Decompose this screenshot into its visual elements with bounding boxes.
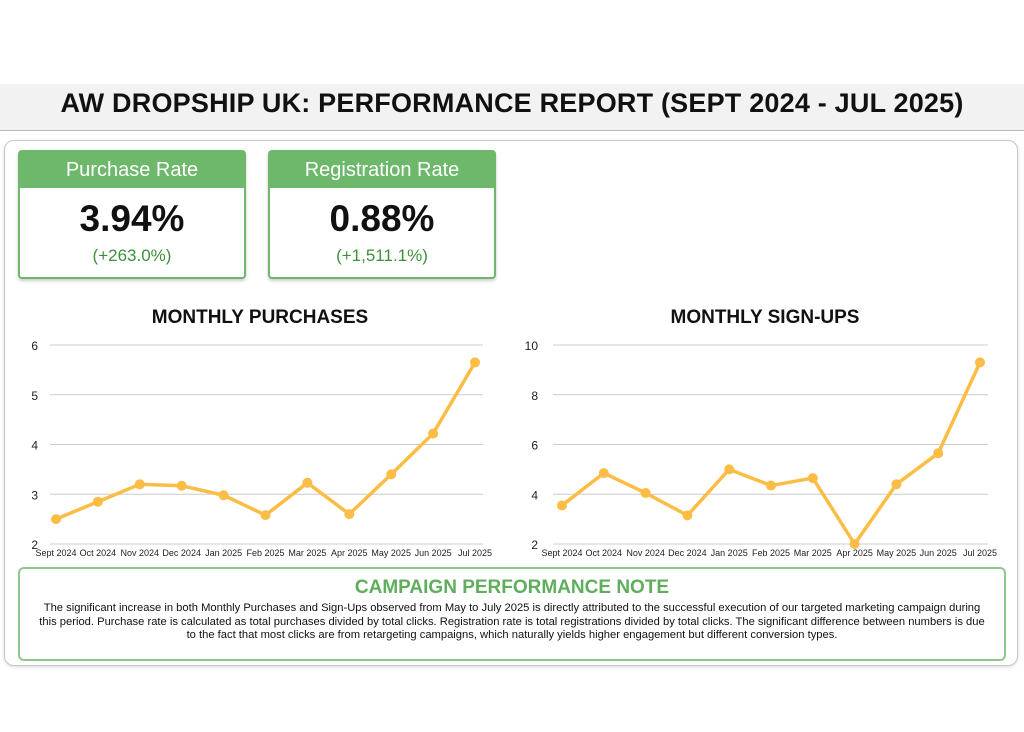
data-point: [975, 357, 985, 368]
x-tick-label: Jul 2025: [458, 548, 492, 558]
data-point: [640, 488, 651, 499]
y-tick-label: 2: [31, 538, 38, 552]
page-title: AW DROPSHIP UK: PERFORMANCE REPORT (SEPT…: [60, 88, 964, 118]
note-body: The significant increase in both Monthly…: [39, 602, 985, 641]
data-point: [92, 496, 103, 507]
kpi-change: (+1,511.1%): [336, 246, 428, 265]
kpi-change: (+263.0%): [92, 246, 172, 265]
data-point: [176, 480, 187, 491]
kpi-value: 3.94%: [79, 198, 185, 239]
y-tick-label: 4: [531, 488, 538, 502]
y-tick-label: 6: [531, 439, 538, 453]
y-tick-label: 4: [31, 439, 38, 453]
data-point: [344, 509, 355, 520]
data-point: [302, 477, 313, 488]
kpi-label: Purchase Rate: [20, 152, 244, 188]
data-point: [218, 490, 229, 501]
x-tick-label: Jan 2025: [711, 548, 748, 558]
campaign-note: CAMPAIGN PERFORMANCE NOTE The significan…: [18, 567, 1006, 661]
x-tick-label: Dec 2024: [162, 548, 201, 558]
data-point: [428, 428, 439, 439]
data-point: [386, 469, 397, 480]
x-tick-label: Feb 2025: [752, 548, 790, 558]
kpi-card-purchase-rate: Purchase Rate 3.94% (+263.0%): [18, 150, 246, 279]
y-tick-label: 2: [531, 538, 538, 552]
x-tick-label: Oct 2024: [586, 548, 623, 558]
x-tick-label: Nov 2024: [121, 548, 160, 558]
series-line: [55, 361, 477, 521]
kpi-card-registration-rate: Registration Rate 0.88% (+1,511.1%): [268, 150, 496, 279]
series-line: [560, 361, 982, 546]
y-tick-label: 5: [31, 389, 38, 403]
data-point: [807, 473, 818, 484]
chart-title-purchases: MONTHLY PURCHASES: [151, 307, 369, 328]
note-title: CAMPAIGN PERFORMANCE NOTE: [354, 577, 670, 598]
x-tick-label: Dec 2024: [668, 548, 707, 558]
kpi-label: Registration Rate: [270, 152, 494, 188]
data-point: [134, 479, 145, 490]
x-tick-label: Jan 2025: [205, 548, 242, 558]
x-tick-label: Mar 2025: [288, 548, 326, 558]
x-tick-label: Apr 2025: [331, 548, 368, 558]
data-point: [933, 448, 944, 459]
x-tick-label: Sept 2024: [541, 548, 582, 558]
data-point: [682, 510, 693, 521]
x-tick-label: May 2025: [371, 548, 411, 558]
x-tick-label: Jun 2025: [920, 548, 957, 558]
x-tick-label: Sept 2024: [35, 548, 76, 558]
data-point: [849, 539, 860, 549]
data-point: [598, 468, 609, 479]
data-point: [724, 464, 735, 475]
header-band: [0, 84, 1024, 131]
x-tick-label: Oct 2024: [80, 548, 117, 558]
data-point: [891, 479, 902, 490]
x-tick-label: Apr 2025: [836, 548, 873, 558]
x-tick-label: Feb 2025: [246, 548, 284, 558]
data-point: [51, 514, 61, 525]
x-tick-label: Mar 2025: [794, 548, 832, 558]
x-tick-label: Jul 2025: [963, 548, 997, 558]
data-point: [470, 357, 480, 368]
data-point: [766, 480, 776, 491]
kpi-value: 0.88%: [329, 198, 435, 239]
y-tick-label: 10: [525, 339, 539, 353]
x-tick-label: Nov 2024: [626, 548, 665, 558]
x-tick-label: Jun 2025: [415, 548, 452, 558]
data-point: [260, 510, 271, 521]
y-tick-label: 3: [31, 488, 38, 502]
x-tick-label: May 2025: [877, 548, 917, 558]
data-point: [557, 500, 567, 511]
y-tick-label: 8: [531, 389, 538, 403]
chart-title-signups: MONTHLY SIGN-UPS: [670, 307, 860, 328]
y-tick-label: 6: [31, 339, 38, 353]
